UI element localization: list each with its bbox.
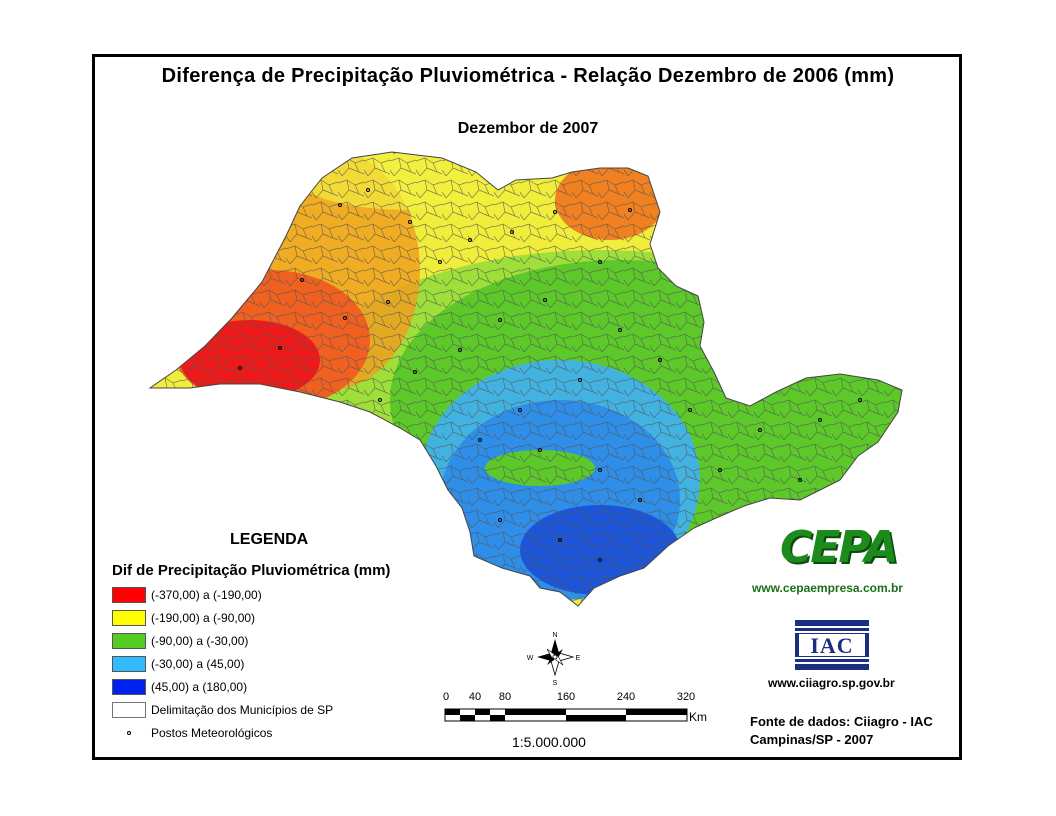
- south-label: S: [553, 680, 558, 686]
- legend-item-postos: Postos Meteorológicos: [112, 724, 272, 742]
- cepa-url: www.cepaempresa.com.br: [752, 581, 903, 595]
- data-source-line2: Campinas/SP - 2007: [750, 732, 874, 747]
- map-title: Diferença de Precipitação Pluviométrica …: [161, 65, 895, 87]
- legend-label: (-90,00) a (-30,00): [151, 634, 249, 648]
- scale-tick-label: 160: [556, 691, 576, 703]
- iac-logo-text: IAC: [810, 633, 854, 658]
- legend-swatch: [112, 656, 146, 672]
- iac-url: www.ciiagro.sp.gov.br: [768, 676, 895, 690]
- iac-logo: IAC: [795, 620, 869, 670]
- station-dot-icon: [112, 725, 146, 741]
- scale-unit: Km: [689, 710, 707, 724]
- iac-logo-stripes: [795, 620, 869, 670]
- legend-label: (-30,00) a (45,00): [151, 657, 245, 671]
- legend-swatch: [112, 587, 146, 603]
- scale-tick-label: 40: [468, 691, 482, 703]
- cepa-logo: CEPA: [780, 522, 899, 582]
- legend-label: Postos Meteorológicos: [151, 726, 273, 740]
- cepa-logo-text: CEPA: [780, 522, 899, 573]
- legend-heading: LEGENDA: [230, 531, 309, 548]
- legend-item: (-190,00) a (-90,00): [112, 609, 255, 627]
- legend-swatch: [112, 633, 146, 649]
- scale-tick-label: 320: [676, 691, 696, 703]
- map-subtitle: Dezembor de 2007: [457, 120, 599, 137]
- scale-tick-label: 240: [616, 691, 636, 703]
- data-source-line1: Fonte de dados: Ciiagro - IAC: [750, 714, 933, 729]
- legend-item-municipios: Delimitação dos Municípios de SP: [112, 701, 333, 719]
- east-label: E: [576, 655, 581, 662]
- scale-bar: [444, 708, 688, 722]
- legend-swatch: [112, 679, 146, 695]
- legend-item: (45,00) a (180,00): [112, 678, 247, 696]
- legend-item: (-370,00) a (-190,00): [112, 586, 262, 604]
- weather-stations: [238, 188, 862, 562]
- legend-swatch: [112, 610, 146, 626]
- legend-label: (-370,00) a (-190,00): [151, 588, 262, 602]
- north-arrow-icon: N S E W: [527, 632, 581, 686]
- scale-ratio: 1:5.000.000: [512, 734, 586, 750]
- legend-item: (-90,00) a (-30,00): [112, 632, 248, 650]
- legend-label: (-190,00) a (-90,00): [151, 611, 256, 625]
- legend-item: (-30,00) a (45,00): [112, 655, 244, 673]
- west-label: W: [527, 655, 534, 662]
- scale-tick-label: 0: [442, 691, 450, 703]
- legend-title: Dif de Precipitação Pluviométrica (mm): [112, 562, 391, 579]
- scale-tick-label: 80: [498, 691, 512, 703]
- legend-label: Delimitação dos Municípios de SP: [151, 703, 334, 717]
- north-label: N: [552, 632, 557, 639]
- legend-swatch: [112, 702, 146, 718]
- legend-label: (45,00) a (180,00): [151, 680, 248, 694]
